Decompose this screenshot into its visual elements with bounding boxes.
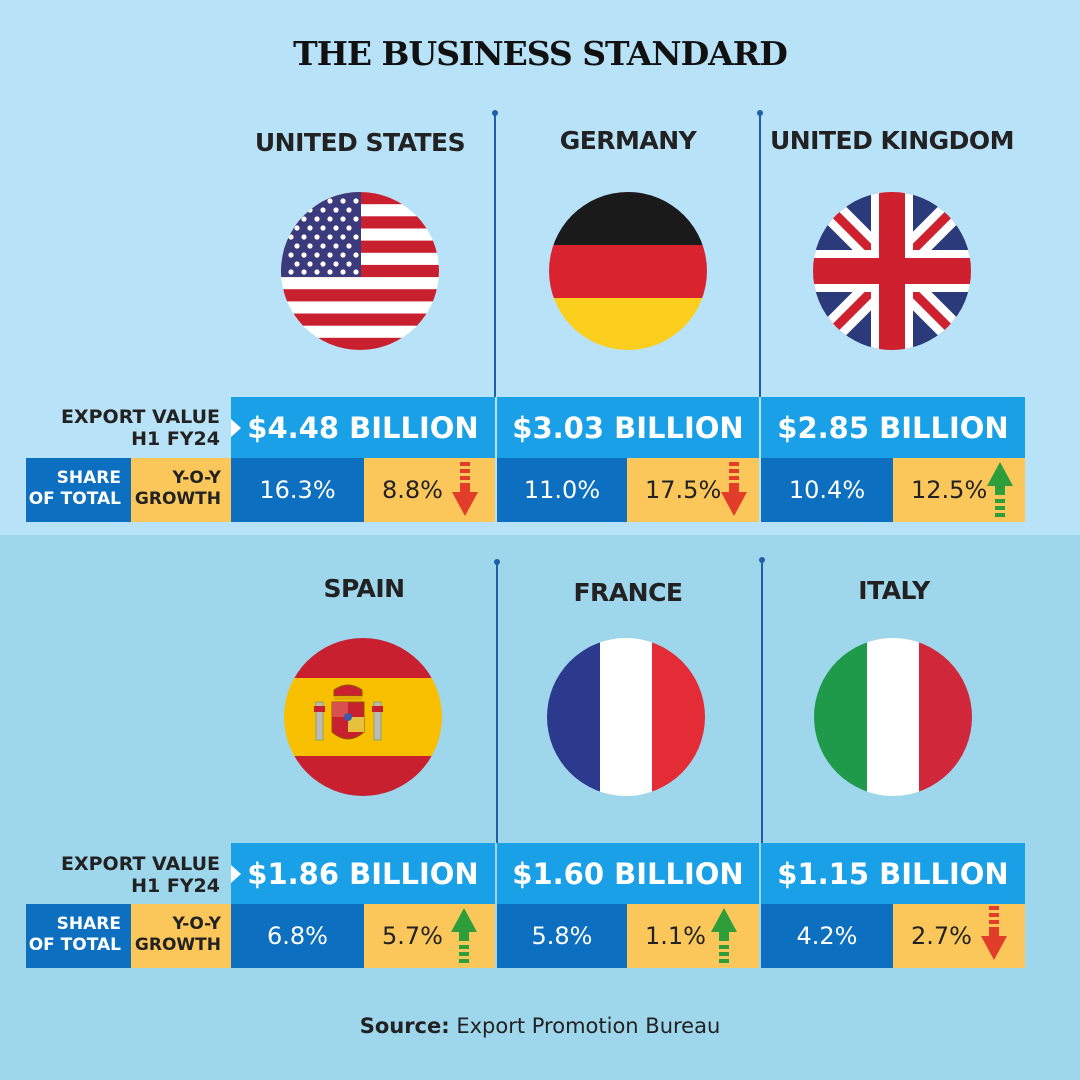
- source-text: Export Promotion Bureau: [456, 1014, 721, 1038]
- share-france: 5.8%: [497, 904, 627, 968]
- share-label: SHARE OF TOTAL: [26, 904, 131, 968]
- growth-label-line2: GROWTH: [134, 489, 221, 509]
- share-label-line1: SHARE: [56, 914, 121, 934]
- bar-gap: [759, 397, 761, 459]
- pointer-arrow-icon: [231, 419, 241, 437]
- arrow-up-icon: [711, 908, 737, 963]
- export-value-label-line2: H1 FY24: [131, 875, 220, 897]
- growth-label-line1: Y-O-Y: [172, 468, 221, 488]
- country-name-italy: ITALY: [858, 576, 930, 605]
- germany-flag-icon: [549, 192, 707, 350]
- growth-us: 8.8%: [364, 458, 495, 522]
- uk-flag-icon: [813, 192, 971, 350]
- column-divider: [492, 110, 498, 400]
- share-uk: 10.4%: [761, 458, 893, 522]
- italy-flag-icon: [814, 638, 972, 796]
- share-label-line2: OF TOTAL: [28, 935, 121, 955]
- us-flag-icon: [281, 192, 439, 350]
- share-label: SHARE OF TOTAL: [26, 458, 131, 522]
- export-value-label-line2: H1 FY24: [131, 428, 220, 450]
- growth-france: 1.1%: [627, 904, 759, 968]
- share-us: 16.3%: [231, 458, 364, 522]
- growth-label: Y-O-Y GROWTH: [131, 458, 231, 522]
- bottom-panel: [0, 535, 1080, 1080]
- column-divider: [494, 559, 500, 846]
- export-value-label: EXPORT VALUE H1 FY24: [40, 406, 220, 450]
- export-value-uk: $2.85 BILLION: [777, 411, 1009, 445]
- export-value-france: $1.60 BILLION: [512, 857, 744, 891]
- export-value-label-line1: EXPORT VALUE: [60, 853, 220, 875]
- export-value-spain: $1.86 BILLION: [247, 857, 479, 891]
- export-value-label: EXPORT VALUE H1 FY24: [40, 853, 220, 897]
- column-divider: [757, 110, 763, 400]
- share-spain: 6.8%: [231, 904, 364, 968]
- masthead: THE BUSINESS STANDARD: [293, 34, 788, 73]
- country-name-germany: GERMANY: [559, 126, 697, 155]
- bar-gap: [495, 843, 497, 905]
- country-name-us: UNITED STATES: [254, 128, 466, 157]
- country-name-spain: SPAIN: [323, 574, 405, 603]
- pointer-arrow-icon: [231, 865, 241, 883]
- arrow-down-icon: [721, 462, 747, 516]
- arrow-up-icon: [451, 908, 477, 963]
- bar-gap: [495, 397, 497, 459]
- export-value-germany: $3.03 BILLION: [512, 411, 744, 445]
- export-value-us: $4.48 BILLION: [247, 411, 479, 445]
- share-label-line1: SHARE: [56, 468, 121, 488]
- growth-label-line1: Y-O-Y: [172, 914, 221, 934]
- share-germany: 11.0%: [497, 458, 627, 522]
- export-value-italy: $1.15 BILLION: [777, 857, 1009, 891]
- country-name-france: FRANCE: [573, 578, 683, 607]
- bar-gap: [759, 843, 761, 905]
- column-divider: [759, 557, 765, 846]
- growth-label: Y-O-Y GROWTH: [131, 904, 231, 968]
- arrow-down-icon: [452, 462, 478, 516]
- source-label: Source:: [359, 1014, 450, 1038]
- growth-label-line2: GROWTH: [134, 935, 221, 955]
- spain-flag-icon: [284, 638, 442, 796]
- share-label-line2: OF TOTAL: [28, 489, 121, 509]
- arrow-up-icon: [987, 462, 1013, 517]
- share-italy: 4.2%: [761, 904, 893, 968]
- country-name-uk: UNITED KINGDOM: [769, 126, 1015, 155]
- export-value-bar: [231, 397, 1025, 459]
- growth-spain: 5.7%: [364, 904, 495, 968]
- source-note: Source: Export Promotion Bureau: [0, 1014, 1080, 1038]
- france-flag-icon: [547, 638, 705, 796]
- export-value-bar: [231, 843, 1025, 905]
- arrow-down-icon: [981, 906, 1007, 960]
- export-value-label-line1: EXPORT VALUE: [60, 406, 220, 428]
